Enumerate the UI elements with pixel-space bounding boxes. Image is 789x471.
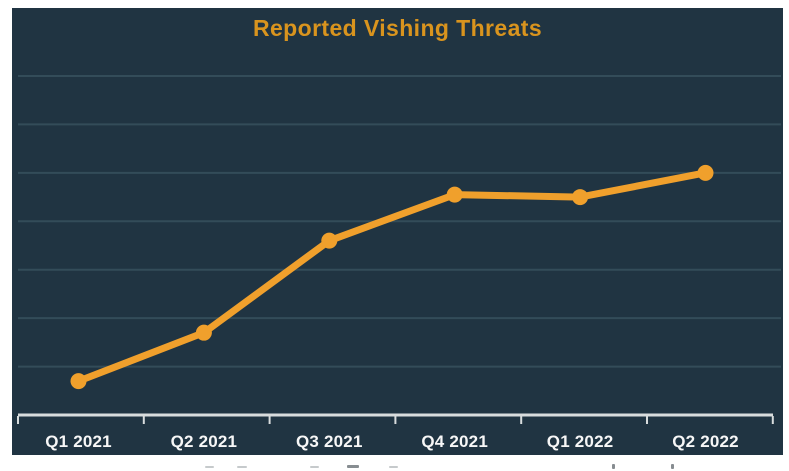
cropped-caption-fragment	[389, 466, 398, 468]
cropped-caption-fragment	[671, 464, 674, 469]
chart-title: Reported Vishing Threats	[252, 15, 543, 41]
cropped-caption-fragment	[347, 465, 359, 468]
cropped-caption-fragment	[310, 466, 319, 468]
line-chart-panel: Reported Vishing Threats Q1 2021 Q2 2021 Q…	[12, 8, 783, 455]
cropped-caption-fragment	[237, 466, 247, 468]
cropped-caption-fragment	[612, 464, 615, 469]
cropped-caption-fragment	[205, 466, 214, 468]
data-point-marker	[697, 164, 714, 181]
trend-line	[75, 169, 709, 385]
plot-area	[17, 74, 781, 424]
data-point-marker	[70, 373, 87, 390]
data-point-marker	[321, 232, 338, 249]
data-point-marker	[195, 324, 212, 341]
data-point-marker	[572, 189, 589, 206]
data-point-marker	[446, 186, 463, 203]
